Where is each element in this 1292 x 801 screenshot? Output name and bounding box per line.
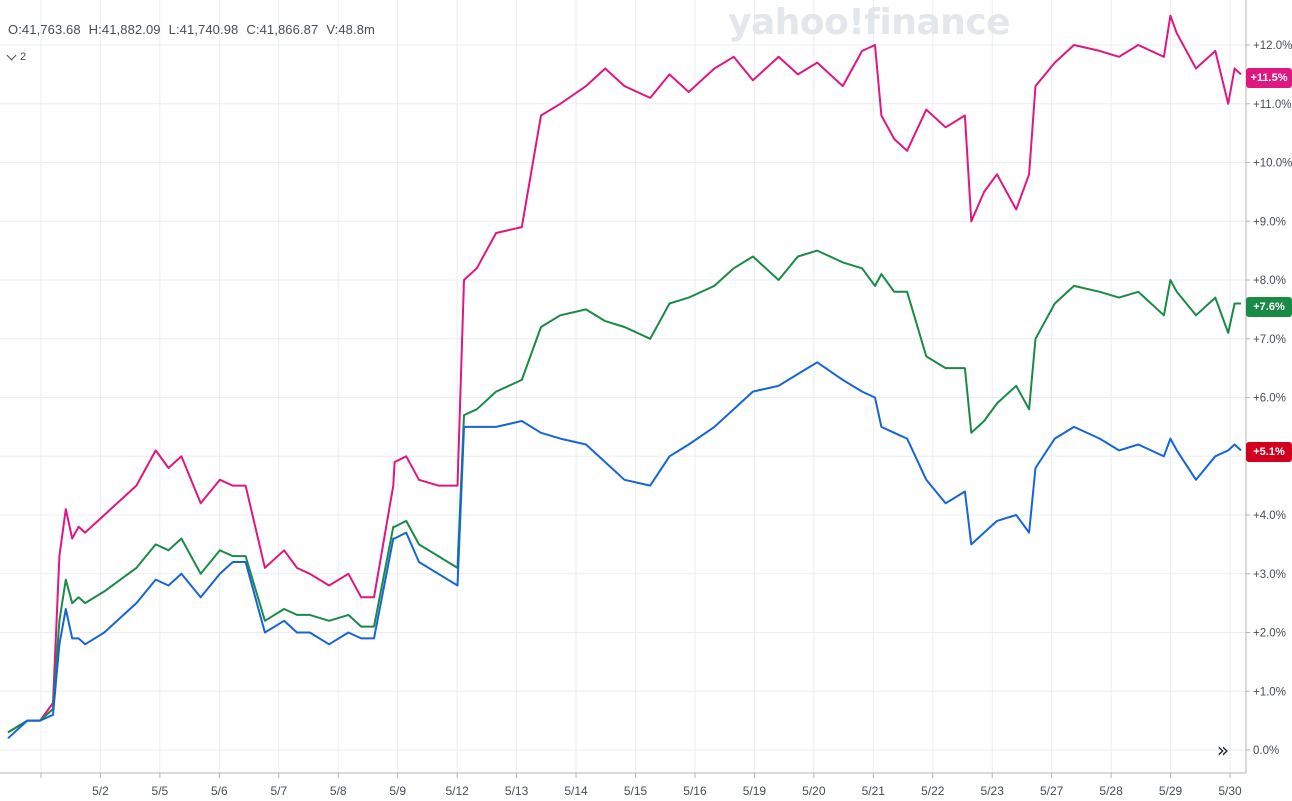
- x-tick-label: 5/29: [1159, 784, 1183, 798]
- y-tick-label: +3.0%: [1253, 569, 1286, 581]
- y-tick-label: 0.0%: [1253, 745, 1279, 757]
- y-tick-label: +8.0%: [1253, 275, 1286, 287]
- y-tick-label: +1.0%: [1253, 686, 1286, 698]
- chevron-down-icon: [6, 50, 17, 60]
- x-tick-label: 5/27: [1040, 784, 1064, 798]
- x-tick-label: 5/15: [624, 784, 648, 798]
- y-tick-label: +4.0%: [1253, 510, 1286, 522]
- y-tick-label: +12.0%: [1253, 40, 1292, 52]
- y-tick-label: +9.0%: [1253, 216, 1286, 228]
- x-tick-label: 5/9: [389, 784, 406, 798]
- yahoo-finance-watermark: yahoo!finance: [728, 2, 1011, 43]
- pink-series-last-value-badge: +11.5%: [1246, 68, 1292, 88]
- x-tick-label: 5/20: [802, 784, 826, 798]
- y-tick-label: +10.0%: [1253, 158, 1292, 170]
- high-value: H:41,882.09: [88, 22, 161, 37]
- volume-value: V:48.8m: [326, 22, 375, 37]
- x-tick-label: 5/28: [1099, 784, 1123, 798]
- y-tick-label: +6.0%: [1253, 393, 1286, 405]
- series-count-label: 2: [20, 51, 27, 63]
- pink-series-line[interactable]: [7, 14, 1242, 734]
- y-tick-label: +7.0%: [1253, 334, 1286, 346]
- x-tick-label: 5/14: [564, 784, 588, 798]
- x-tick-label: 5/23: [981, 784, 1005, 798]
- green-series-line[interactable]: [7, 249, 1241, 734]
- open-value: O:41,763.68: [8, 22, 81, 37]
- y-axis: +12.0% +11.0% +10.0% +9.0% +8.0% +7.0% +6.0% +5…: [1245, 0, 1292, 773]
- x-tick-label: 5/19: [743, 784, 767, 798]
- x-tick-label: 5/5: [152, 784, 169, 798]
- x-tick-label: 5/30: [1218, 784, 1242, 798]
- x-tick-label: 5/22: [921, 784, 945, 798]
- double-chevron-right-icon: »: [1216, 738, 1230, 762]
- x-tick-label: 5/21: [862, 784, 886, 798]
- green-series-last-value-badge: +7.6%: [1246, 297, 1292, 317]
- x-tick-label: 5/2: [92, 784, 109, 798]
- blue-series-line[interactable]: [7, 361, 1242, 740]
- x-tick-label: 5/13: [505, 784, 529, 798]
- y-tick-label: +2.0%: [1253, 628, 1286, 640]
- chart-grid: [0, 0, 1246, 773]
- x-tick-label: 5/16: [683, 784, 707, 798]
- ohlc-readout: O:41,763.68 H:41,882.09 L:41,740.98 C:41,86…: [8, 22, 383, 37]
- series-count-toggle[interactable]: 2: [6, 50, 27, 63]
- blue-series-last-value-badge: +5.1%: [1246, 442, 1292, 462]
- scroll-to-latest-button[interactable]: »: [1208, 736, 1238, 764]
- close-value: C:41,866.87: [246, 22, 319, 37]
- x-tick-label: 5/6: [211, 784, 228, 798]
- low-value: L:41,740.98: [168, 22, 239, 37]
- x-axis: 5/2 5/5 5/6 5/7 5/8 5/9 5/12 5/13 5/14 5/15 5/16 5/…: [0, 772, 1246, 798]
- x-tick-label: 5/8: [330, 784, 347, 798]
- y-tick-label: +11.0%: [1253, 99, 1291, 111]
- chart-lines: [7, 14, 1242, 740]
- x-tick-label: 5/12: [445, 784, 469, 798]
- x-tick-label: 5/7: [270, 784, 287, 798]
